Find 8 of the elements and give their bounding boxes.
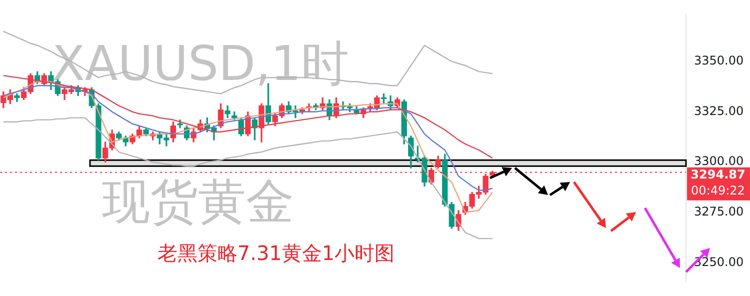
ref-line-label: 3294.87 bbox=[690, 168, 746, 182]
y-tick-label: 3350.00 bbox=[694, 54, 744, 68]
annotation: 现货黄金 bbox=[102, 174, 294, 230]
text: 老黑策略7.31黄金1小时图 bbox=[157, 241, 395, 266]
y-tick-label: 3275.00 bbox=[694, 204, 744, 219]
y-tick-label: 3325.00 bbox=[694, 104, 744, 118]
y-tick-label: 3300.00 bbox=[694, 154, 744, 168]
text: 00:49:22 bbox=[691, 184, 745, 198]
